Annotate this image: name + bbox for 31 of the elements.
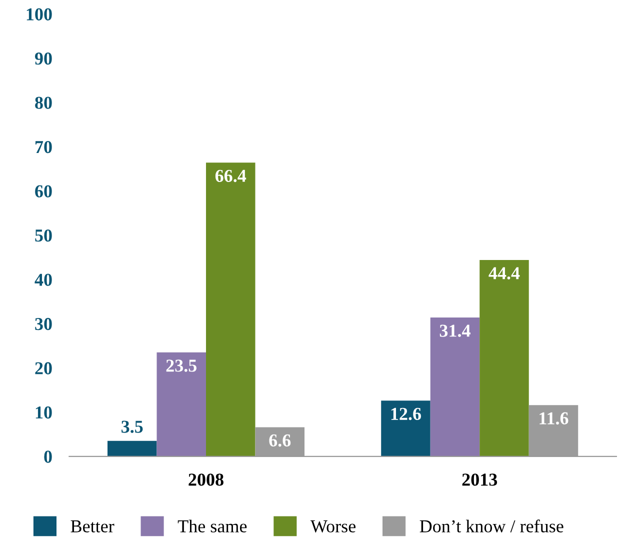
data-label: 3.5 xyxy=(122,420,143,433)
y-tick-label: 70 xyxy=(36,140,52,154)
bar xyxy=(107,440,157,456)
y-tick-label: 20 xyxy=(35,362,52,374)
data-label: 31.4 xyxy=(440,324,470,337)
y-tick-label: 0 xyxy=(44,450,52,463)
legend-label: Don’t know / refuse xyxy=(420,520,564,532)
legend-label: Worse xyxy=(310,520,356,533)
y-tick-label: 80 xyxy=(35,96,52,109)
bar xyxy=(480,260,529,456)
y-tick-label: 90 xyxy=(34,52,52,65)
bar xyxy=(430,317,480,456)
x-tick-label: 2013 xyxy=(462,474,498,486)
data-label: 66.4 xyxy=(215,170,246,182)
y-tick-label: 10 xyxy=(36,406,52,419)
data-label: 11.6 xyxy=(540,412,568,425)
bar xyxy=(156,352,206,456)
y-tick-label: 30 xyxy=(35,318,52,330)
data-label: 23.5 xyxy=(166,360,197,372)
data-label: 12.6 xyxy=(391,408,422,420)
bar xyxy=(206,162,256,456)
legend-label: Better xyxy=(70,520,114,532)
data-label: 44.4 xyxy=(488,267,520,280)
legend-label: The same xyxy=(178,520,247,532)
y-tick-label: 60 xyxy=(35,185,52,198)
bar xyxy=(381,400,430,456)
y-tick-label: 50 xyxy=(35,229,52,242)
y-tick-label: 100 xyxy=(26,8,52,20)
x-tick-label: 2008 xyxy=(188,474,224,486)
y-tick-label: 40 xyxy=(34,274,52,286)
data-label: 6.6 xyxy=(269,434,291,447)
